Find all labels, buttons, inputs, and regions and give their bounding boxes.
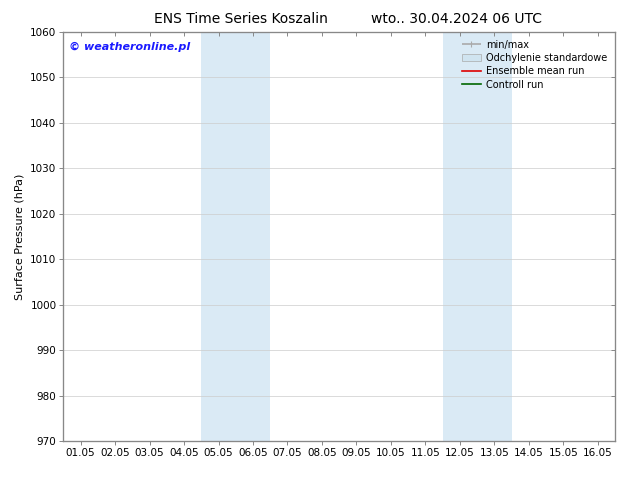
Legend: min/max, Odchylenie standardowe, Ensemble mean run, Controll run: min/max, Odchylenie standardowe, Ensembl… bbox=[459, 37, 610, 93]
Text: wto.. 30.04.2024 06 UTC: wto.. 30.04.2024 06 UTC bbox=[371, 12, 542, 26]
Bar bbox=[443, 32, 512, 441]
Bar bbox=[202, 32, 270, 441]
Text: ENS Time Series Koszalin: ENS Time Series Koszalin bbox=[154, 12, 328, 26]
Y-axis label: Surface Pressure (hPa): Surface Pressure (hPa) bbox=[15, 173, 25, 299]
Text: © weatheronline.pl: © weatheronline.pl bbox=[69, 42, 190, 52]
